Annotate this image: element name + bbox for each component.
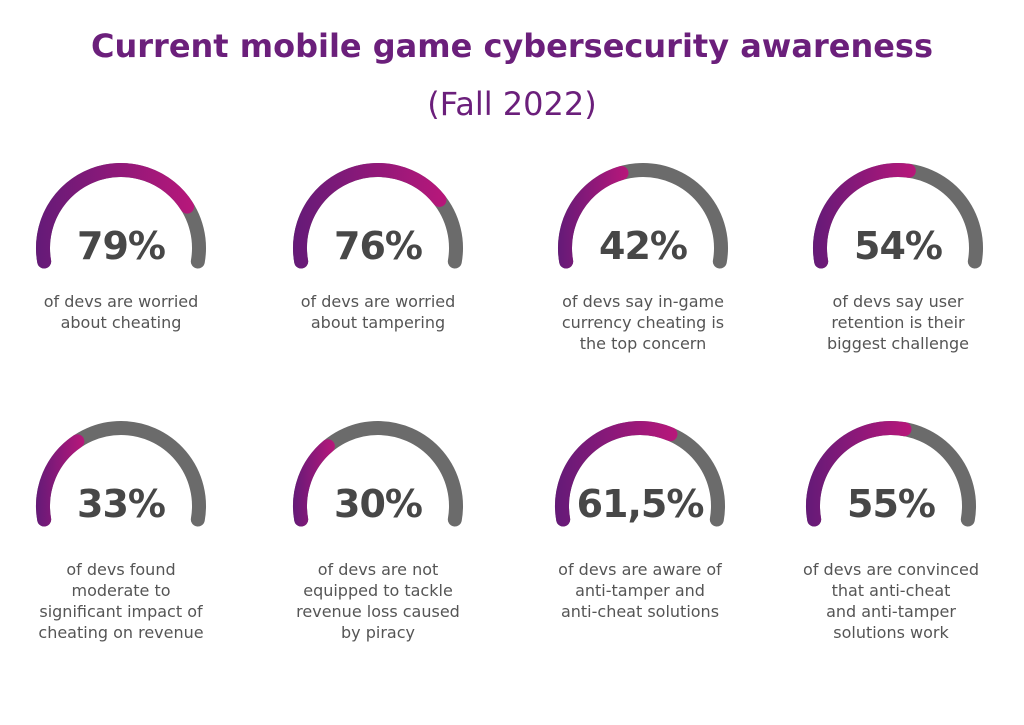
gauge-fill: [806, 421, 912, 527]
caption-line: of devs say in-game: [562, 292, 724, 311]
gauge-card: 33% of devs found moderate to significan…: [1, 418, 241, 658]
caption-line: moderate to: [71, 581, 171, 600]
gauge-arc-icon: [36, 162, 206, 269]
gauge-value: 76%: [334, 224, 423, 268]
gauge-card: 30% of devs are not equipped to tackle r…: [258, 418, 498, 658]
gauge-fill: [293, 163, 447, 269]
gauge-arc-icon: [293, 421, 463, 527]
caption-line: significant impact of: [39, 602, 203, 621]
gauge-card: 76% of devs are worried about tampering: [258, 160, 498, 360]
caption-line: of devs say user: [832, 292, 964, 311]
caption-line: anti-tamper and: [575, 581, 705, 600]
caption-line: of devs are convinced: [803, 560, 979, 579]
gauge-arc-icon: [558, 163, 728, 269]
gauge-value: 79%: [77, 224, 166, 268]
gauge-card: 61,5% of devs are aware of anti-tamper a…: [520, 418, 760, 638]
gauge-arc-icon: [555, 421, 725, 527]
gauge-caption: of devs say user retention is their bigg…: [778, 291, 1018, 354]
gauge-value: 54%: [854, 224, 943, 268]
gauge-value: 42%: [599, 224, 688, 268]
gauge-caption: of devs are worried about tampering: [258, 291, 498, 333]
caption-line: and anti-tamper: [826, 602, 956, 621]
gauge-fill: [558, 166, 629, 269]
caption-line: of devs found: [66, 560, 176, 579]
caption-line: of devs are not: [317, 560, 439, 579]
caption-line: cheating on revenue: [38, 623, 204, 642]
caption-line: that anti-cheat: [831, 581, 951, 600]
gauge-value: 55%: [847, 482, 936, 526]
caption-line: solutions work: [833, 623, 949, 642]
caption-line: of devs are worried: [300, 292, 456, 311]
gauge-value: 61,5%: [576, 482, 705, 526]
gauge-fill: [293, 439, 335, 527]
caption-line: equipped to tackle: [303, 581, 453, 600]
gauge-arc-icon: [293, 163, 463, 269]
gauge-arc-icon: [36, 421, 206, 527]
gauge-card: 79% of devs are worried about cheating: [1, 160, 241, 360]
gauge-fill: [813, 163, 916, 269]
caption-line: by piracy: [341, 623, 415, 642]
gauge-card: 55% of devs are convinced that anti-chea…: [771, 418, 1011, 658]
caption-line: biggest challenge: [826, 334, 970, 353]
gauge-caption: of devs are worried about cheating: [1, 291, 241, 333]
gauge-fill: [36, 434, 85, 527]
caption-line: retention is their: [831, 313, 965, 332]
caption-line: about tampering: [310, 313, 446, 332]
gauge-caption: of devs are aware of anti-tamper and ant…: [520, 559, 760, 622]
gauge-caption: of devs are not equipped to tackle reven…: [258, 559, 498, 643]
gauge-arc-icon: [813, 163, 983, 269]
caption-line: about cheating: [60, 313, 182, 332]
gauge-fill: [36, 162, 195, 269]
gauge-value: 33%: [77, 482, 166, 526]
caption-line: currency cheating is: [561, 313, 725, 332]
caption-line: of devs are worried: [43, 292, 199, 311]
caption-line: revenue loss caused: [296, 602, 460, 621]
gauge-caption: of devs say in-game currency cheating is…: [523, 291, 763, 354]
gauge-card: 42% of devs say in-game currency cheatin…: [523, 160, 763, 380]
gauge-value: 30%: [334, 482, 423, 526]
caption-line: anti-cheat solutions: [560, 602, 720, 621]
gauge-arc-icon: [806, 421, 976, 527]
chart-subtitle: (Fall 2022): [427, 85, 597, 123]
caption-line: of devs are aware of: [558, 560, 722, 579]
chart-title: Current mobile game cybersecurity awaren…: [90, 27, 934, 65]
gauge-caption: of devs are convinced that anti-cheat an…: [771, 559, 1011, 643]
gauge-card: 54% of devs say user retention is their …: [778, 160, 1018, 380]
gauge-fill: [555, 421, 678, 527]
caption-line: the top concern: [579, 334, 707, 353]
gauge-caption: of devs found moderate to significant im…: [1, 559, 241, 643]
